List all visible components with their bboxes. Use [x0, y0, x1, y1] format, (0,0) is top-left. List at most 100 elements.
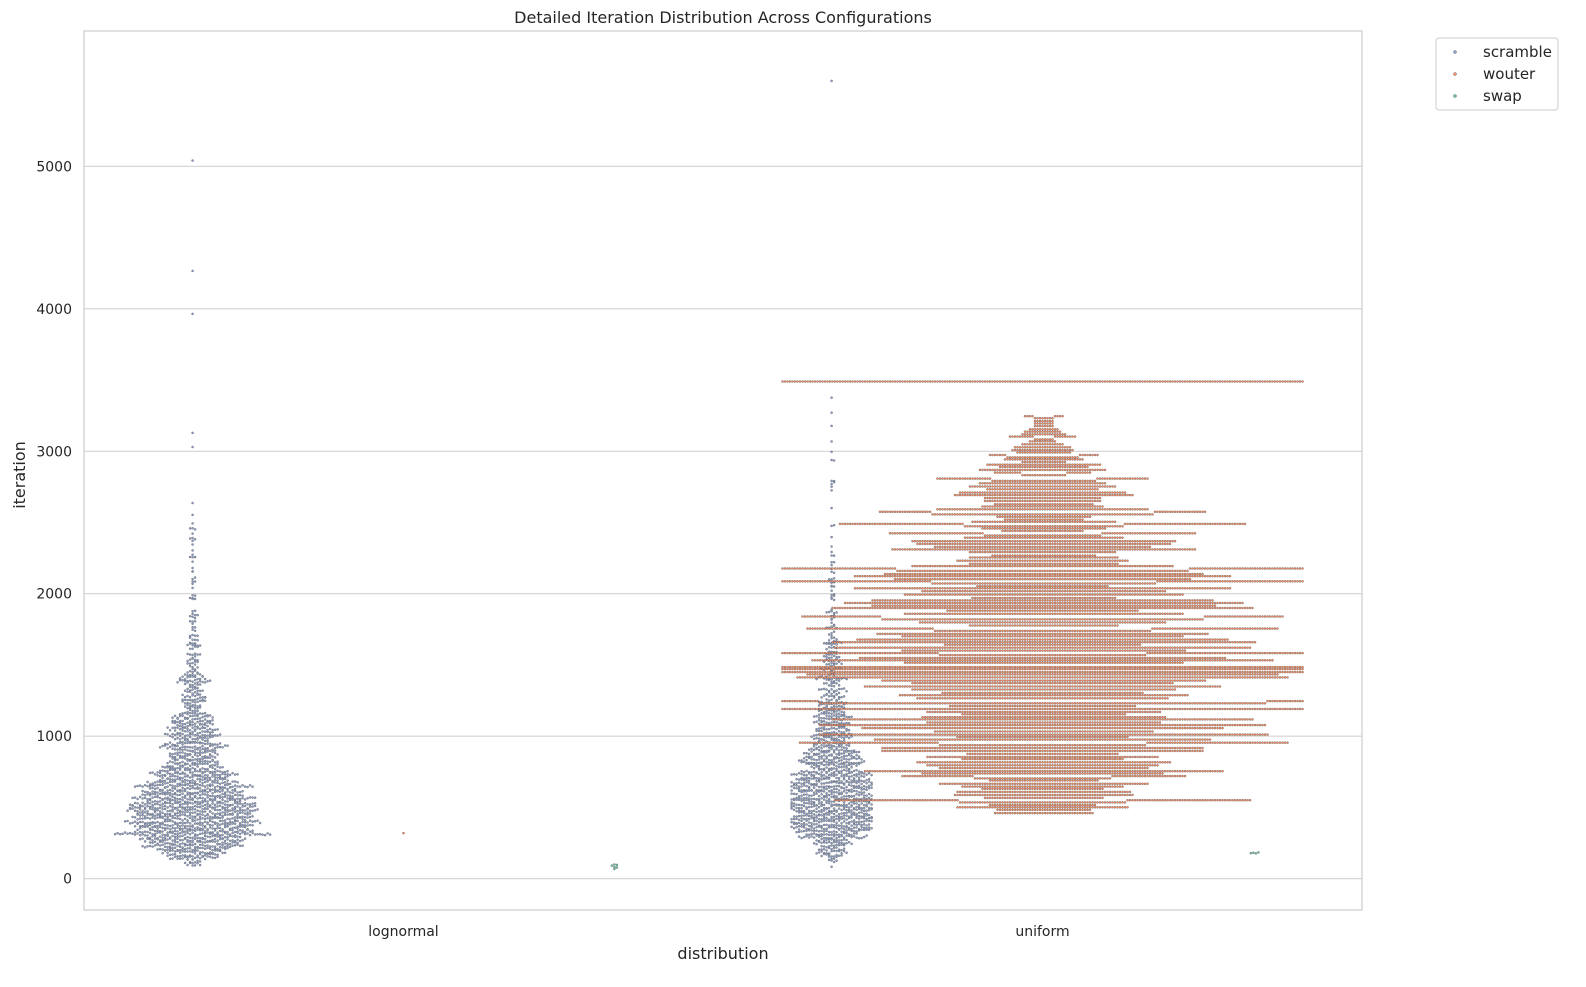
wouter-uniform-point [1029, 469, 1031, 471]
scramble-uniform-point [823, 796, 825, 798]
scramble-uniform-point [818, 791, 820, 793]
scramble-lognormal-point [157, 838, 159, 840]
scramble-uniform-point [818, 762, 820, 764]
scramble-uniform-point [831, 637, 833, 639]
wouter-uniform-point [999, 521, 1001, 523]
scramble-lognormal-point [187, 718, 189, 720]
wouter-uniform-point [1101, 478, 1103, 480]
wouter-uniform-point [966, 380, 968, 382]
scramble-lognormal-point [184, 742, 186, 744]
wouter-uniform-point [954, 508, 956, 510]
wouter-uniform-point [1111, 525, 1113, 527]
wouter-uniform-point [996, 485, 998, 487]
scramble-lognormal-point [199, 818, 201, 820]
scramble-lognormal-point [189, 648, 191, 650]
scramble-uniform-point [821, 755, 823, 757]
wouter-uniform-point [879, 511, 881, 513]
wouter-uniform-point [999, 485, 1001, 487]
wouter-uniform-point [951, 508, 953, 510]
scramble-lognormal-point [192, 522, 194, 524]
scramble-lognormal-point [172, 727, 174, 729]
wouter-uniform-point [1076, 380, 1078, 382]
scramble-uniform-point [816, 762, 818, 764]
wouter-uniform-point [1136, 508, 1138, 510]
wouter-uniform-point [1184, 511, 1186, 513]
scramble-lognormal-point [212, 841, 214, 843]
scramble-lognormal-point [162, 799, 164, 801]
wouter-uniform-point [974, 380, 976, 382]
scramble-uniform-point [871, 803, 873, 805]
scramble-uniform-point [848, 781, 850, 783]
wouter-uniform-point [1051, 449, 1053, 451]
wouter-uniform-point [994, 469, 996, 471]
scramble-lognormal-point [192, 556, 194, 558]
wouter-uniform-point [1036, 469, 1038, 471]
wouter-uniform-point [1081, 458, 1083, 460]
wouter-uniform-point [984, 500, 986, 502]
wouter-uniform-point [1069, 446, 1071, 448]
wouter-uniform-point [1041, 438, 1043, 440]
wouter-uniform-point [859, 380, 861, 382]
scramble-lognormal-point [204, 786, 206, 788]
scramble-uniform-point [868, 781, 870, 783]
scramble-lognormal-point [219, 783, 221, 785]
scramble-lognormal-point [134, 821, 136, 823]
scramble-uniform-point [853, 812, 855, 814]
wouter-uniform-point [1051, 527, 1053, 529]
wouter-uniform-point [1041, 527, 1043, 529]
wouter-uniform-point [1036, 508, 1038, 510]
scramble-uniform-point [846, 770, 848, 772]
scramble-lognormal-point [142, 821, 144, 823]
wouter-uniform-point [1104, 485, 1106, 487]
scramble-uniform-point [806, 830, 808, 832]
wouter-uniform-point [1166, 523, 1168, 525]
wouter-uniform-point [1096, 492, 1098, 494]
scramble-uniform-point [811, 817, 813, 819]
scramble-uniform-point [838, 698, 840, 700]
scramble-lognormal-point [232, 807, 234, 809]
scramble-uniform-point [831, 781, 833, 783]
scramble-lognormal-point [182, 741, 184, 743]
scramble-lognormal-point [242, 811, 244, 813]
scramble-lognormal-point [184, 673, 186, 675]
scramble-lognormal-point [199, 754, 201, 756]
scramble-uniform-point [823, 799, 825, 801]
scramble-lognormal-point [162, 823, 164, 825]
scramble-uniform-point [826, 839, 828, 841]
scramble-lognormal-point [192, 727, 194, 729]
scramble-lognormal-point [164, 839, 166, 841]
wouter-uniform-point [1031, 530, 1033, 532]
scramble-lognormal-point [159, 793, 161, 795]
wouter-uniform-point [1211, 380, 1213, 382]
scramble-lognormal-point [247, 808, 249, 810]
scramble-lognormal-point [192, 808, 194, 810]
wouter-uniform-point [966, 513, 968, 515]
scramble-lognormal-point [187, 798, 189, 800]
scramble-uniform-point [853, 787, 855, 789]
wouter-uniform-point [1006, 521, 1008, 523]
scramble-uniform-point [811, 829, 813, 831]
wouter-uniform-point [986, 488, 988, 490]
wouter-uniform-point [991, 482, 993, 484]
scramble-lognormal-point [157, 844, 159, 846]
wouter-uniform-point [1061, 436, 1063, 438]
scramble-uniform-point [806, 793, 808, 795]
wouter-uniform-point [1009, 525, 1011, 527]
scramble-lognormal-point [142, 826, 144, 828]
scramble-uniform-point [851, 752, 853, 754]
wouter-uniform-point [1051, 488, 1053, 490]
scramble-uniform-point [851, 775, 853, 777]
wouter-uniform-point [904, 380, 906, 382]
wouter-uniform-point [1081, 469, 1083, 471]
scramble-uniform-point [848, 778, 850, 780]
scramble-uniform-point [818, 728, 820, 730]
wouter-uniform-point [1054, 530, 1056, 532]
wouter-uniform-point [1001, 505, 1003, 507]
scramble-lognormal-point [192, 613, 194, 615]
scramble-uniform-point [853, 823, 855, 825]
scramble-lognormal-point [179, 732, 181, 734]
scramble-uniform-point [836, 638, 838, 640]
wouter-uniform-point [929, 523, 931, 525]
scramble-uniform-point [833, 631, 835, 633]
